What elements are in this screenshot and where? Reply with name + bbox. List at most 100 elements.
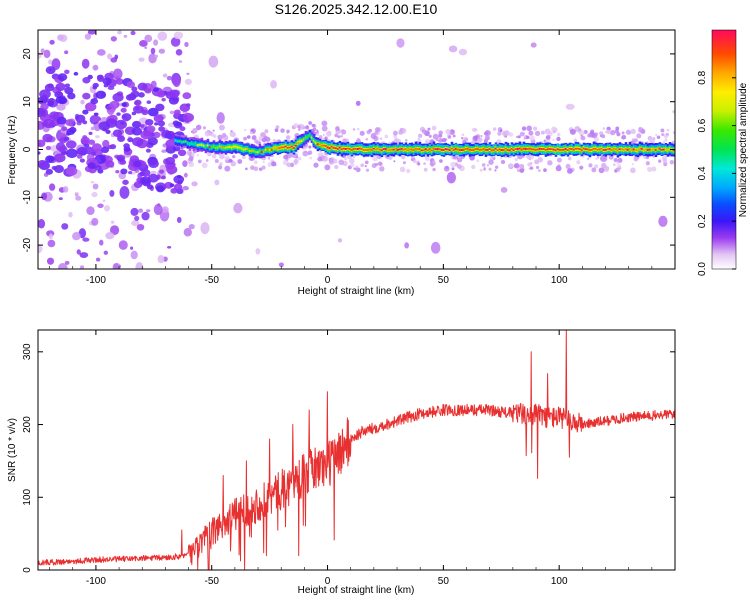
band-cell: [626, 148, 630, 151]
signal-blob: [132, 137, 144, 147]
signal-blob: [64, 86, 74, 95]
halo-blob: [621, 134, 627, 140]
band-cell: [270, 148, 274, 151]
noise-blob: [107, 53, 113, 60]
noise-blob: [97, 203, 104, 209]
noise-blob: [62, 186, 69, 193]
signal-blob: [112, 129, 123, 137]
noise-blob: [79, 252, 89, 258]
band-cell: [224, 146, 228, 149]
halo-blob: [545, 135, 551, 140]
signal-blob: [82, 109, 89, 115]
noise-blob: [153, 39, 159, 46]
band-cell: [524, 147, 528, 151]
snr-x-tick-label: 0: [325, 576, 331, 587]
signal-blob: [147, 137, 158, 146]
signal-blob: [120, 107, 127, 113]
halo-blob: [556, 132, 561, 137]
signal-blob: [56, 91, 63, 97]
signal-blob: [70, 126, 76, 131]
band-cell: [370, 148, 374, 151]
signal-blob: [182, 112, 195, 123]
halo-blob: [309, 156, 313, 160]
halo-blob: [602, 127, 606, 130]
signal-blob: [115, 170, 120, 174]
halo-blob: [293, 123, 299, 128]
band-cell: [388, 148, 392, 151]
halo-blob: [398, 129, 404, 135]
band-cell: [248, 149, 252, 152]
halo-blob: [196, 154, 200, 157]
halo-blob: [488, 159, 494, 165]
band-cell: [482, 147, 486, 150]
signal-blob: [157, 120, 166, 127]
signal-blob: [44, 83, 55, 92]
signal-blob: [131, 86, 138, 92]
band-cell: [616, 149, 620, 152]
noise-blob: [95, 257, 101, 262]
halo-blob: [212, 129, 215, 132]
halo-blob: [305, 125, 310, 130]
halo-blob: [535, 165, 540, 170]
signal-blob: [65, 140, 77, 149]
band-cell: [504, 147, 508, 150]
snr-y-tick-label: 100: [22, 488, 33, 505]
band-cell: [308, 133, 312, 137]
spectrogram-frame: [37, 29, 676, 270]
band-cell: [558, 149, 562, 151]
signal-blob: [115, 119, 127, 130]
band-cell: [272, 147, 276, 150]
band-cell: [624, 148, 628, 151]
noise-blob: [123, 34, 128, 38]
halo-blob: [356, 127, 360, 131]
halo-blob: [494, 165, 499, 169]
noise-blob: [161, 149, 167, 153]
band-cell: [206, 144, 210, 147]
halo-blob: [335, 126, 340, 131]
band-cell: [316, 143, 320, 146]
band-cell: [394, 147, 398, 150]
signal-blob: [154, 122, 159, 126]
band-cell: [672, 149, 675, 152]
signal-blob: [146, 100, 152, 105]
halo-blob: [341, 129, 347, 135]
band-cell: [204, 145, 208, 148]
band-cell: [598, 148, 602, 151]
noise-blob: [404, 242, 410, 249]
signal-blob: [165, 157, 176, 165]
band-cell: [240, 147, 244, 150]
signal-blob: [67, 92, 76, 100]
halo-blob: [355, 165, 358, 168]
halo-blob: [661, 133, 665, 137]
noise-blob: [119, 185, 130, 199]
signal-blob: [173, 175, 185, 184]
signal-blob: [145, 118, 154, 126]
signal-blob: [121, 113, 132, 122]
halo-blob: [594, 132, 598, 136]
signal-blob: [102, 77, 112, 85]
noise-blob: [186, 72, 190, 75]
halo-blob: [428, 134, 432, 138]
band-cell: [360, 147, 364, 150]
halo-blob: [344, 157, 348, 161]
halo-blob: [457, 164, 462, 169]
halo-blob: [483, 168, 486, 171]
band-cell: [602, 149, 606, 151]
halo-blob: [503, 130, 510, 137]
halo-blob: [617, 164, 622, 169]
signal-blob: [92, 82, 99, 88]
halo-blob: [519, 168, 525, 173]
snr-panel: -100 -50 0 50 100 0 100 200 300 Height of straig…: [7, 329, 676, 596]
halo-blob: [251, 135, 257, 141]
noise-blob: [46, 257, 55, 265]
band-cell: [656, 148, 660, 150]
halo-blob: [492, 127, 497, 131]
band-cell: [256, 151, 260, 154]
halo-blob: [355, 167, 361, 173]
colorbar-gradient: [711, 29, 737, 270]
band-cell: [408, 148, 412, 151]
spectrogram-x-tick-label: 50: [438, 275, 450, 286]
band-cell: [324, 145, 328, 147]
band-cell: [194, 142, 198, 145]
